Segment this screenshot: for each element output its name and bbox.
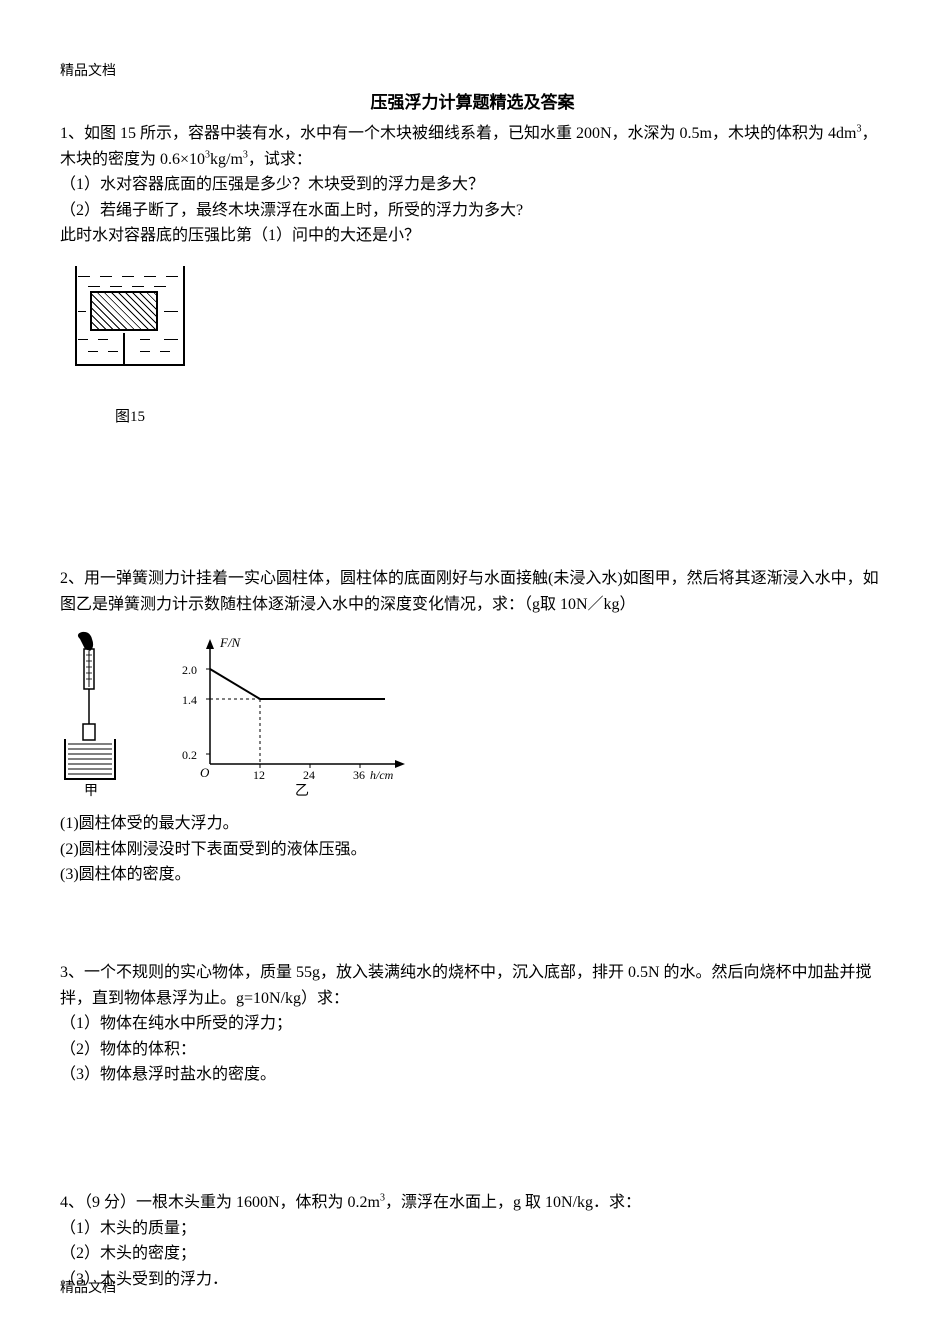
q3-sub1: （1）物体在纯水中所受的浮力；: [60, 1011, 885, 1037]
svg-text:12: 12: [253, 768, 265, 782]
svg-text:36: 36: [353, 768, 365, 782]
svg-text:O: O: [200, 765, 210, 780]
svg-text:24: 24: [303, 768, 315, 782]
page-title: 压强浮力计算题精选及答案: [60, 88, 885, 113]
svg-text:h/cm: h/cm: [370, 768, 394, 782]
figure-2: 甲 F/N 2.0 1.4 0.2 O 12 24 36: [60, 629, 420, 799]
svg-text:2.0: 2.0: [182, 663, 197, 677]
beaker-icon: [65, 739, 115, 779]
q2-sub1: (1)圆柱体受的最大浮力。: [60, 811, 885, 837]
q2-sub3: (3)圆柱体的密度。: [60, 862, 885, 888]
figure-15: 图15: [60, 261, 885, 426]
problem-4: 4、（9 分）一根木头重为 1600N，体积为 0.2m3，漂浮在水面上，g 取…: [60, 1190, 885, 1292]
q1-text: 1、如图 15 所示，容器中装有水，水中有一个木块被细线系着，已知水重 200N…: [60, 125, 856, 142]
q3-text: 3、一个不规则的实心物体，质量 55g，放入装满纯水的烧杯中，沉入底部，排开 0…: [60, 960, 885, 1011]
problem-3: 3、一个不规则的实心物体，质量 55g，放入装满纯水的烧杯中，沉入底部，排开 0…: [60, 960, 885, 1088]
q1-sub3: 此时水对容器底的压强比第（1）问中的大还是小？: [60, 223, 885, 249]
svg-text:1.4: 1.4: [182, 693, 197, 707]
q4-text: ，漂浮在水面上，g 取 10N/kg．求：: [385, 1194, 641, 1211]
q1-text: kg/m: [210, 151, 243, 168]
svg-text:0.2: 0.2: [182, 748, 197, 762]
q4-sub1: （1）木头的质量；: [60, 1216, 885, 1242]
string-icon: [123, 333, 125, 366]
q4-sub3: （3）木头受到的浮力．: [60, 1267, 885, 1293]
problem-2: 2、用一弹簧测力计挂着一实心圆柱体，圆柱体的底面刚好与水面接触(未浸入水)如图甲…: [60, 566, 885, 617]
problem-2-subs: (1)圆柱体受的最大浮力。 (2)圆柱体刚浸没时下表面受到的液体压强。 (3)圆…: [60, 811, 885, 888]
problem-1: 1、如图 15 所示，容器中装有水，水中有一个木块被细线系着，已知水重 200N…: [60, 121, 885, 249]
q1-sub2: （2）若绳子断了，最终木块漂浮在水面上时，所受的浮力为多大?: [60, 198, 885, 224]
fig15-label: 图15: [60, 405, 200, 426]
q4-sub2: （2）木头的密度；: [60, 1241, 885, 1267]
jia-label: 甲: [84, 784, 98, 799]
q1-text: ，试求：: [248, 151, 312, 168]
q2-text: 2、用一弹簧测力计挂着一实心圆柱体，圆柱体的底面刚好与水面接触(未浸入水)如图甲…: [60, 566, 885, 617]
svg-text:乙: 乙: [295, 783, 309, 799]
q3-sub2: （2）物体的体积：: [60, 1037, 885, 1063]
q2-sub2: (2)圆柱体刚浸没时下表面受到的液体压强。: [60, 837, 885, 863]
spring-scale-icon: [78, 632, 95, 740]
footer-label: 精品文档: [60, 1277, 116, 1297]
q1-sub1: （1）水对容器底面的压强是多少？木块受到的浮力是多大？: [60, 172, 885, 198]
wood-block-icon: [90, 291, 158, 331]
q3-sub3: （3）物体悬浮时盐水的密度。: [60, 1062, 885, 1088]
header-label: 精品文档: [60, 60, 885, 80]
q4-text: 4、（9 分）一根木头重为 1600N，体积为 0.2m: [60, 1194, 380, 1211]
graph-yi: F/N 2.0 1.4 0.2 O 12 24 36 h/cm 乙: [182, 635, 405, 799]
svg-text:F/N: F/N: [219, 635, 242, 650]
